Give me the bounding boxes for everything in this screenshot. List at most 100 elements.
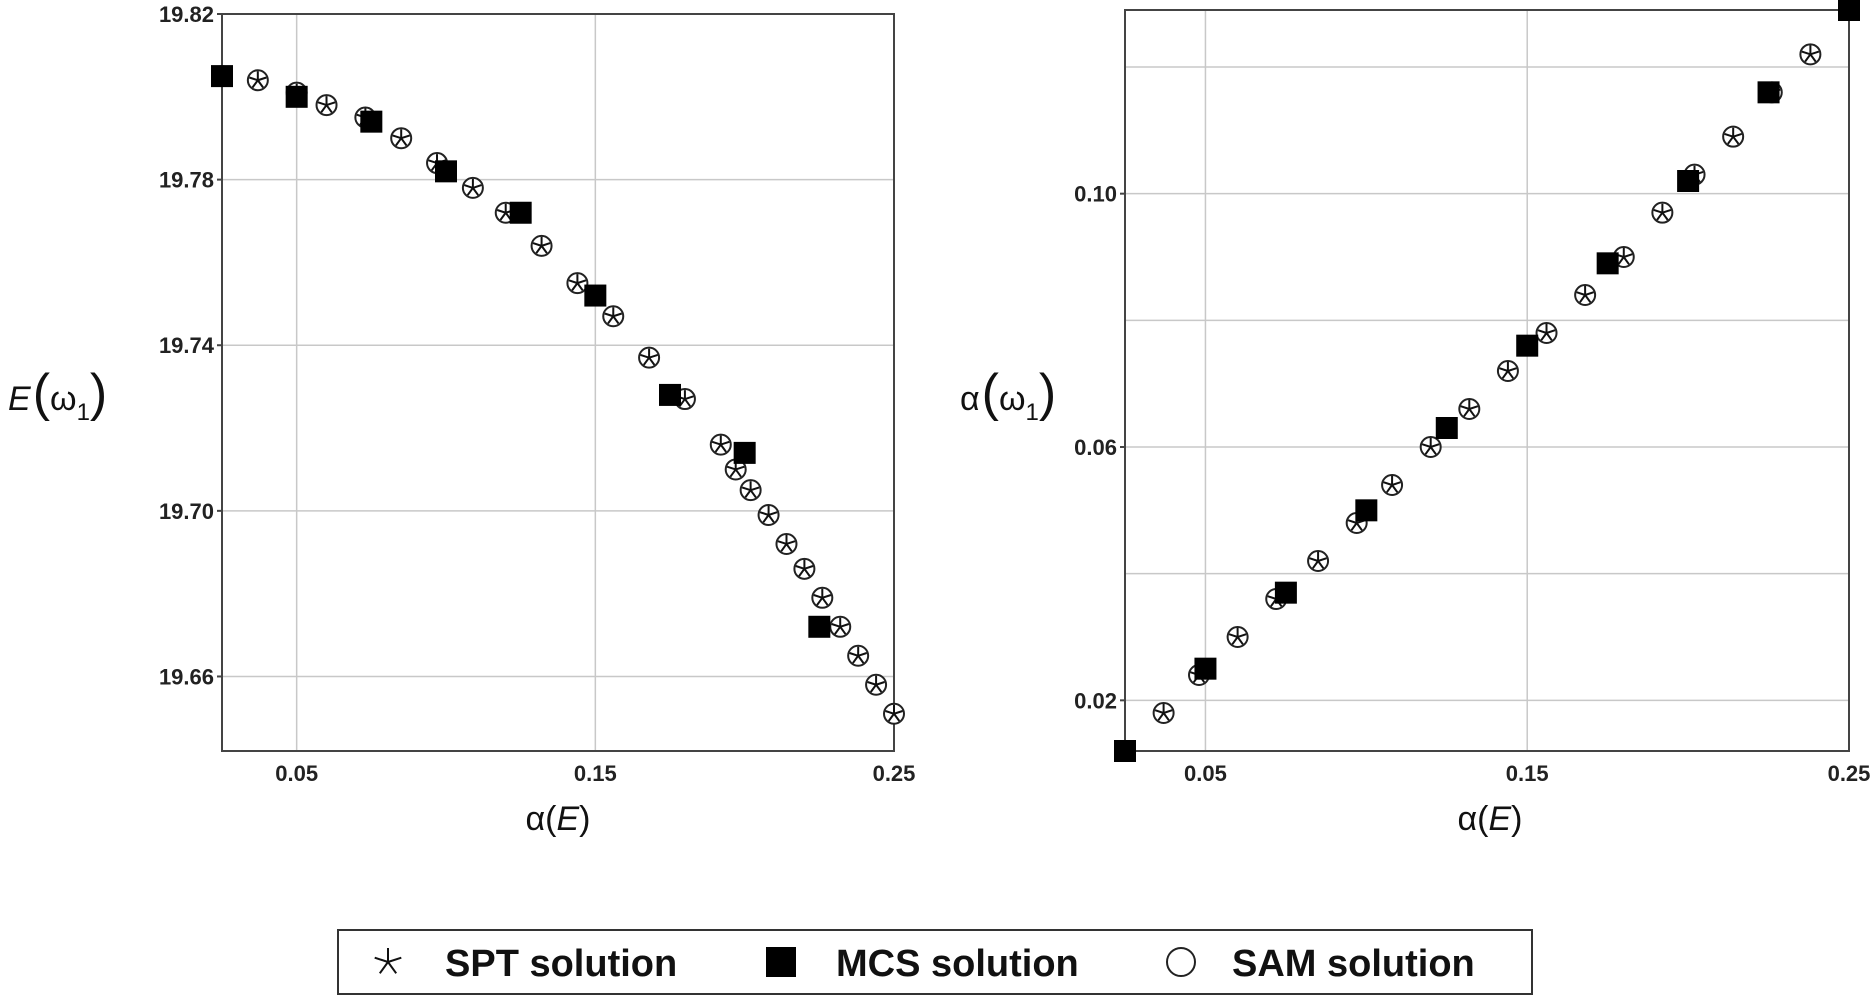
y-tick-label: 0.06 — [1074, 435, 1117, 460]
legend-label-mcs: MCS solution — [836, 943, 1079, 985]
spt-point — [1228, 627, 1247, 645]
mcs-point — [1114, 740, 1136, 762]
right-x-tick-labels: 0.05 0.15 0.25 — [1184, 761, 1870, 786]
spt-point — [1499, 361, 1517, 379]
spt-point — [867, 675, 885, 693]
spt-point — [1154, 703, 1173, 721]
spt-point — [640, 348, 659, 366]
star-marker-icon — [374, 948, 402, 974]
left-y-axis-label-sub: 1 — [77, 399, 90, 426]
mcs-point — [211, 65, 233, 88]
mcs-point — [584, 284, 607, 307]
legend-star-shape — [374, 948, 402, 974]
spt-point — [1801, 45, 1820, 63]
spt-point — [849, 646, 868, 664]
spt-point — [741, 481, 760, 498]
legend-box — [337, 929, 1533, 995]
right-plot-frame — [1124, 9, 1850, 752]
left-x-axis-label-func: α — [526, 800, 546, 838]
spt-point — [759, 505, 778, 523]
y-tick-label: 19.74 — [159, 333, 215, 358]
right-x-axis-label: α(E) — [1458, 800, 1523, 838]
mcs-point — [1757, 81, 1780, 104]
mcs-point — [1677, 170, 1700, 192]
mcs-point — [1435, 417, 1458, 439]
spt-point — [1537, 323, 1556, 341]
x-tick-label: 0.05 — [275, 761, 318, 786]
spt-point — [532, 236, 551, 254]
right-y-axis-label-sub: 1 — [1026, 399, 1039, 426]
left-x-axis-label: α(E) — [526, 800, 591, 838]
spt-point — [726, 460, 745, 478]
legend-label-sam: SAM solution — [1232, 943, 1475, 985]
left-x-tick-labels: 0.05 0.15 0.25 — [275, 761, 915, 786]
legend-circle-shape — [1166, 947, 1196, 977]
left-y-axis-label: E(ω1) — [8, 364, 107, 426]
square-marker-icon — [766, 947, 796, 977]
x-tick-label: 0.25 — [1828, 761, 1871, 786]
spt-point — [463, 178, 482, 196]
y-tick-label: 19.66 — [159, 664, 214, 689]
right-chart-panel: 0.02 0.06 0.10 0.05 0.15 0.25 α(E) α(ω1) — [960, 0, 1870, 838]
spt-point — [813, 588, 832, 606]
mcs-point — [1596, 252, 1619, 275]
left-data-marks — [211, 65, 905, 725]
spt-point — [248, 71, 267, 89]
mcs-point — [360, 110, 383, 133]
spt-point — [777, 534, 796, 552]
right-y-tick-labels: 0.02 0.06 0.10 — [1074, 182, 1125, 713]
x-tick-label: 0.15 — [1506, 761, 1549, 786]
mcs-point — [509, 201, 532, 224]
spt-point — [1309, 551, 1327, 569]
spt-point — [317, 96, 336, 113]
spt-point — [676, 390, 694, 407]
circle-marker-icon — [1166, 947, 1196, 977]
spt-point — [1653, 203, 1672, 221]
legend-item-sam: SAM solution — [1166, 943, 1475, 985]
svg-text:E(ω1): E(ω1) — [8, 364, 107, 426]
left-y-tick-labels: 19.66 19.70 19.74 19.78 19.82 — [159, 2, 222, 689]
spt-point — [1614, 247, 1633, 265]
mcs-point — [285, 85, 308, 108]
mcs-point — [1355, 499, 1378, 522]
y-tick-label: 0.02 — [1074, 688, 1117, 713]
right-y-axis-label: α(ω1) — [960, 364, 1056, 426]
spt-point — [711, 435, 730, 453]
spt-point — [831, 617, 850, 635]
mcs-point — [659, 383, 681, 406]
mcs-point — [733, 441, 756, 464]
mcs-point — [1274, 581, 1297, 604]
spt-point — [1383, 475, 1401, 493]
spt-point — [568, 274, 587, 291]
x-tick-label: 0.15 — [574, 761, 617, 786]
spt-point — [1421, 437, 1440, 455]
mcs-point — [808, 615, 831, 638]
legend-item-mcs: MCS solution — [766, 943, 1079, 985]
right-y-axis-label-var: ω — [999, 380, 1026, 418]
spt-point — [604, 307, 623, 325]
right-x-axis-label-func: α — [1458, 800, 1478, 838]
left-chart-panel: 19.66 19.70 19.74 19.78 19.82 0.05 0.15 0.25 α… — [8, 2, 915, 838]
legend-item-spt: SPT solution — [374, 943, 677, 985]
legend: SPT solution MCS solution SAM solution — [337, 929, 1533, 995]
y-tick-label: 19.78 — [159, 168, 214, 193]
spt-point — [795, 559, 814, 577]
spt-point — [1460, 400, 1479, 417]
right-x-axis-label-var: E — [1488, 800, 1511, 838]
y-tick-label: 19.70 — [159, 499, 214, 524]
left-plot-frame — [221, 13, 895, 752]
y-tick-label: 0.10 — [1074, 182, 1117, 207]
left-y-axis-label-func: E — [8, 380, 31, 418]
mcs-point — [1516, 334, 1539, 357]
x-tick-label: 0.05 — [1184, 761, 1227, 786]
legend-square-shape — [766, 947, 796, 977]
left-y-axis-label-var: ω — [50, 380, 77, 418]
left-grid — [222, 13, 895, 751]
y-tick-label: 19.82 — [159, 2, 214, 27]
x-tick-label: 0.25 — [873, 761, 916, 786]
spt-point — [1576, 285, 1595, 303]
svg-text:α(ω1): α(ω1) — [960, 364, 1056, 426]
spt-point — [392, 129, 411, 147]
spt-point — [885, 704, 903, 722]
